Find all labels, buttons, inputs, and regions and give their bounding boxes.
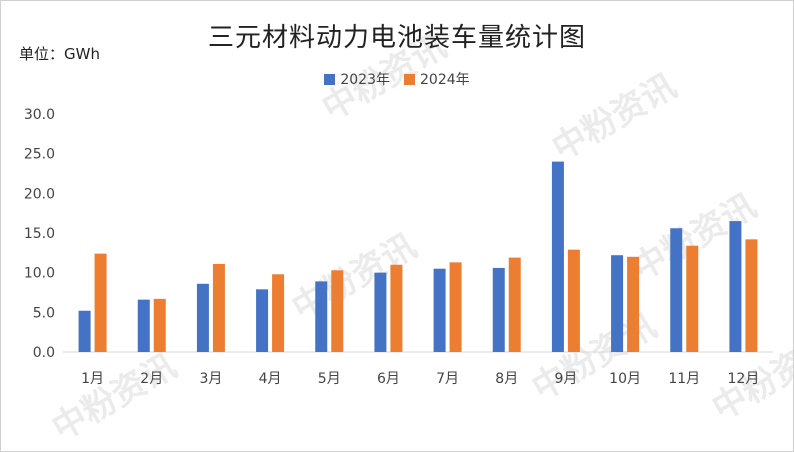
bar-2024 bbox=[272, 274, 285, 352]
x-tick-label: 9月 bbox=[554, 371, 577, 387]
bar-2024 bbox=[449, 262, 462, 352]
bar-2024 bbox=[627, 256, 640, 352]
x-axis-labels: 1月 2月 3月 4月 5月 6月 7月 8月 9月 10月 11月 12月 bbox=[81, 371, 759, 387]
bar-2023 bbox=[196, 283, 209, 352]
x-tick-label: 6月 bbox=[377, 371, 400, 387]
bar-2023 bbox=[78, 310, 91, 352]
bar-2024 bbox=[331, 270, 344, 352]
bar-2024 bbox=[212, 263, 225, 352]
x-tick-label: 2月 bbox=[140, 371, 163, 387]
y-tick-label: 25.0 bbox=[24, 147, 55, 163]
bar-2024 bbox=[94, 253, 107, 352]
bar-2023 bbox=[433, 268, 446, 352]
bar-2024 bbox=[153, 298, 166, 352]
y-tick-label: 5.0 bbox=[33, 305, 55, 321]
bar-2023 bbox=[551, 161, 564, 352]
legend-label-2024: 2024年 bbox=[420, 72, 470, 88]
legend-label-2023: 2023年 bbox=[340, 72, 390, 88]
x-tick-label: 3月 bbox=[199, 371, 222, 387]
chart-title: 三元材料动力电池装车量统计图 bbox=[207, 23, 586, 53]
x-tick-label: 11月 bbox=[668, 371, 700, 387]
chart-legend: 2023年 2024年 bbox=[1, 69, 793, 89]
x-tick-label: 1月 bbox=[81, 371, 104, 387]
bar-2023 bbox=[256, 289, 269, 352]
y-tick-label: 15.0 bbox=[24, 226, 55, 242]
x-tick-label: 10月 bbox=[609, 371, 641, 387]
bar-2024 bbox=[508, 257, 521, 352]
bar-2023 bbox=[315, 281, 328, 352]
bar-2023 bbox=[492, 267, 505, 352]
bar-2023 bbox=[729, 221, 742, 352]
legend-item-2024: 2024年 bbox=[404, 69, 470, 89]
y-tick-label: 0.0 bbox=[33, 345, 55, 361]
x-tick-label: 12月 bbox=[728, 371, 760, 387]
x-tick-label: 5月 bbox=[318, 371, 341, 387]
legend-swatch-2024 bbox=[404, 73, 415, 85]
bar-2024 bbox=[390, 264, 403, 352]
bar-layer bbox=[78, 161, 758, 352]
unit-label: 单位：GWh bbox=[19, 45, 100, 63]
bar-2023 bbox=[374, 272, 387, 352]
legend-swatch-2023 bbox=[324, 73, 336, 85]
y-tick-label: 30.0 bbox=[24, 107, 55, 123]
y-tick-label: 10.0 bbox=[24, 266, 55, 282]
watermark-text: 中粉资讯 bbox=[46, 346, 184, 449]
bar-2023 bbox=[611, 255, 624, 352]
legend-item-2023: 2023年 bbox=[324, 69, 390, 89]
y-tick-label: 20.0 bbox=[24, 186, 55, 202]
bar-2024 bbox=[686, 245, 699, 352]
x-tick-label: 4月 bbox=[259, 371, 282, 387]
bar-2023 bbox=[137, 299, 150, 352]
x-tick-label: 8月 bbox=[495, 371, 518, 387]
bar-2024 bbox=[567, 249, 580, 352]
watermark-text: 中粉资讯 bbox=[286, 226, 424, 329]
x-tick-label: 7月 bbox=[436, 371, 459, 387]
bar-2024 bbox=[745, 239, 758, 352]
y-axis: 0.0 5.0 10.0 15.0 20.0 25.0 30.0 bbox=[24, 107, 773, 361]
bar-2023 bbox=[670, 228, 683, 352]
watermark-text: 中粉资讯 bbox=[526, 306, 664, 409]
